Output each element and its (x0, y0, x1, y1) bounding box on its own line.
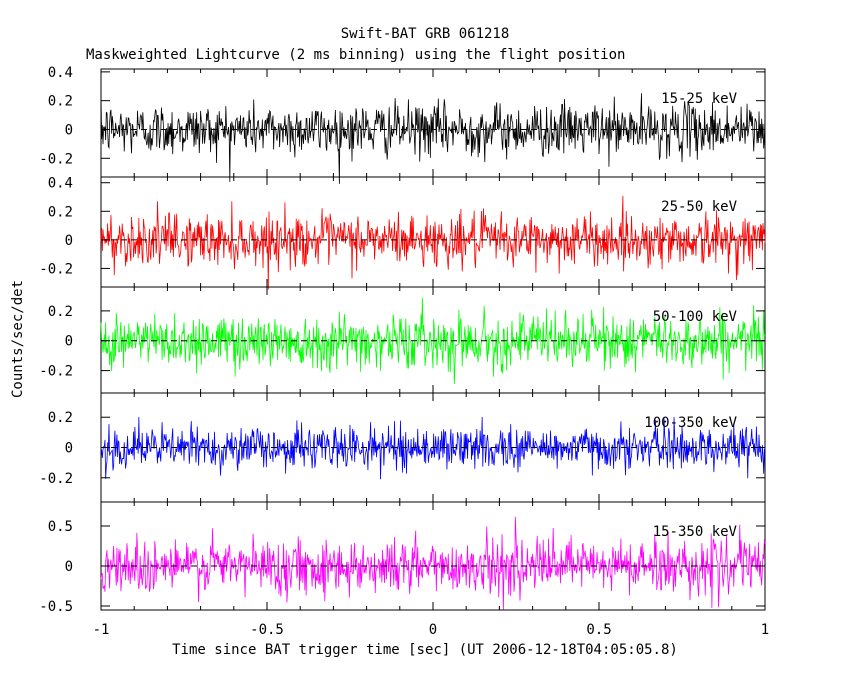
y-tick-label: 0.4 (48, 176, 73, 192)
series-line (100, 297, 766, 384)
y-tick-label: 0.5 (48, 519, 73, 535)
x-tick-label: 0.5 (586, 622, 611, 638)
y-tick-label: -0.2 (39, 261, 73, 277)
y-axis-label: Counts/sec/det (10, 280, 26, 398)
y-tick-label: 0.2 (48, 410, 73, 426)
y-tick-label: 0 (65, 441, 73, 457)
y-tick-label: 0.2 (48, 204, 73, 220)
y-tick-label: 0.4 (48, 65, 73, 81)
y-tick-label: 0 (65, 559, 73, 575)
y-tick-label: 0 (65, 233, 73, 249)
panel-frame (100, 501, 766, 611)
series-line (100, 516, 766, 610)
x-tick-label: 0 (429, 622, 437, 638)
y-tick-label: -0.2 (39, 471, 73, 487)
y-tick-label: 0.2 (48, 304, 73, 320)
band-label: 15-25 keV (661, 91, 737, 107)
series-line (100, 417, 766, 480)
band-label: 50-100 keV (653, 309, 738, 325)
x-axis-label: Time since BAT trigger time [sec] (UT 20… (172, 642, 678, 658)
y-tick-label: 0 (65, 334, 73, 350)
band-label: 25-50 keV (661, 199, 737, 215)
y-tick-label: -0.5 (39, 599, 73, 615)
x-tick-label: -1 (93, 622, 110, 638)
series-line (100, 93, 766, 184)
chart-title: Swift-BAT GRB 061218 (341, 26, 510, 42)
chart-subtitle: Maskweighted Lightcurve (2 ms binning) u… (86, 47, 625, 63)
x-tick-label: -0.5 (250, 622, 284, 638)
y-tick-label: -0.2 (39, 151, 73, 167)
y-tick-label: 0.2 (48, 94, 73, 110)
panels: -0.2 0 0.2 0.4 15-25 keV -0.2 0 0.2 0.4 25-50 keV… (39, 65, 769, 638)
y-tick-label: 0 (65, 122, 73, 138)
band-label: 100-350 keV (644, 415, 737, 431)
x-tick-label: 1 (761, 622, 769, 638)
band-label: 15-350 keV (653, 524, 738, 540)
y-tick-label: -0.2 (39, 364, 73, 380)
